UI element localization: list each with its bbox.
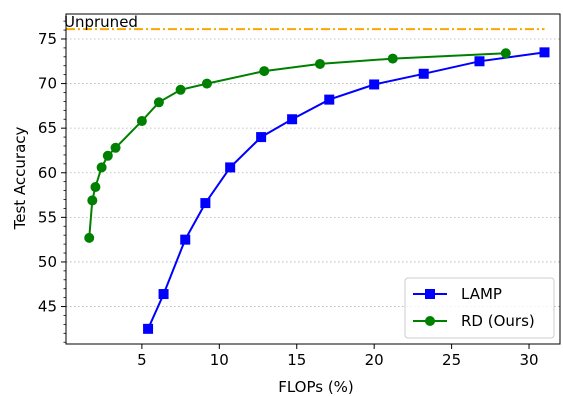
data-point (87, 195, 98, 206)
plot-frame (65, 13, 561, 345)
legend-item: RD (Ours) (413, 312, 535, 330)
y-tick-label: 45 (38, 298, 57, 316)
data-point (84, 232, 95, 243)
series-line (147, 51, 545, 330)
data-point (110, 142, 121, 153)
data-point (201, 78, 212, 89)
data-point (90, 182, 101, 193)
data-point (225, 162, 236, 173)
data-point (324, 94, 335, 105)
x-tick-label: 25 (442, 351, 461, 369)
data-point (153, 97, 164, 108)
x-tick-label: 20 (365, 351, 384, 369)
data-point (314, 58, 325, 69)
data-point (259, 66, 270, 77)
data-point (136, 116, 147, 127)
y-tick-label: 55 (38, 208, 57, 226)
data-point (500, 48, 511, 59)
data-point (256, 132, 267, 143)
series-layer (84, 47, 550, 334)
data-point (418, 68, 429, 79)
ticks-layer: 45 50 55 60 65 70 75 5 10 15 20 25 30 (38, 20, 539, 369)
data-point (102, 150, 113, 161)
y-tick-label: 60 (38, 164, 57, 182)
data-point (158, 289, 169, 300)
data-point (539, 47, 550, 58)
y-tick-label: 50 (38, 253, 57, 271)
legend-marker (425, 316, 435, 326)
y-tick-label: 75 (38, 30, 57, 48)
data-point (287, 114, 298, 125)
unpruned-label: Unpruned (64, 13, 138, 31)
x-tick-label: 10 (210, 351, 229, 369)
legend-item: LAMP (413, 285, 502, 303)
x-tick-label: 15 (287, 351, 306, 369)
y-tick-label: 65 (38, 119, 57, 137)
data-point (96, 162, 107, 173)
axes-layer (65, 13, 561, 345)
series-2 (84, 48, 511, 243)
series-1 (143, 47, 550, 334)
data-point (143, 323, 154, 334)
x-tick-label: 30 (519, 351, 538, 369)
data-point (175, 84, 186, 95)
x-tick-label: 5 (137, 351, 147, 369)
data-point (200, 198, 211, 209)
data-point (387, 53, 398, 64)
legend-label: RD (Ours) (461, 312, 535, 330)
data-point (474, 56, 485, 67)
data-point (180, 234, 191, 245)
y-axis-label: Test Accuracy (11, 126, 29, 230)
data-point (369, 79, 380, 90)
x-axis-label: FLOPs (%) (278, 378, 354, 396)
legend: LAMP RD (Ours) (404, 277, 555, 339)
legend-marker (425, 289, 435, 299)
y-tick-label: 70 (38, 75, 57, 93)
series-line (88, 52, 506, 238)
legend-label: LAMP (461, 285, 502, 303)
grid-layer (66, 38, 560, 307)
